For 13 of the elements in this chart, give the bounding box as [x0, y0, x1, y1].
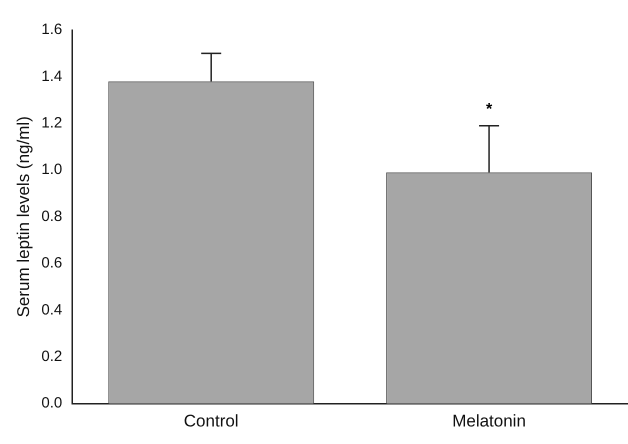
y-tick-label: 1.6: [41, 21, 62, 38]
y-axis-title: Serum leptin levels (ng/ml): [14, 116, 33, 318]
y-tick-label: 0.4: [41, 301, 62, 318]
y-tick-label: 0.6: [41, 254, 62, 272]
y-tick-label: 0.2: [41, 348, 62, 366]
y-tick-label: 1.2: [41, 114, 62, 132]
y-tick-label: 0.0: [41, 394, 62, 412]
annotation: *: [486, 101, 493, 118]
y-tick-label: 1.4: [41, 68, 62, 85]
y-tick-label: 0.8: [41, 208, 62, 225]
y-tick-label: 1.0: [41, 161, 62, 178]
x-tick-label: Control: [184, 411, 239, 430]
x-tick-label: Melatonin: [452, 411, 526, 430]
